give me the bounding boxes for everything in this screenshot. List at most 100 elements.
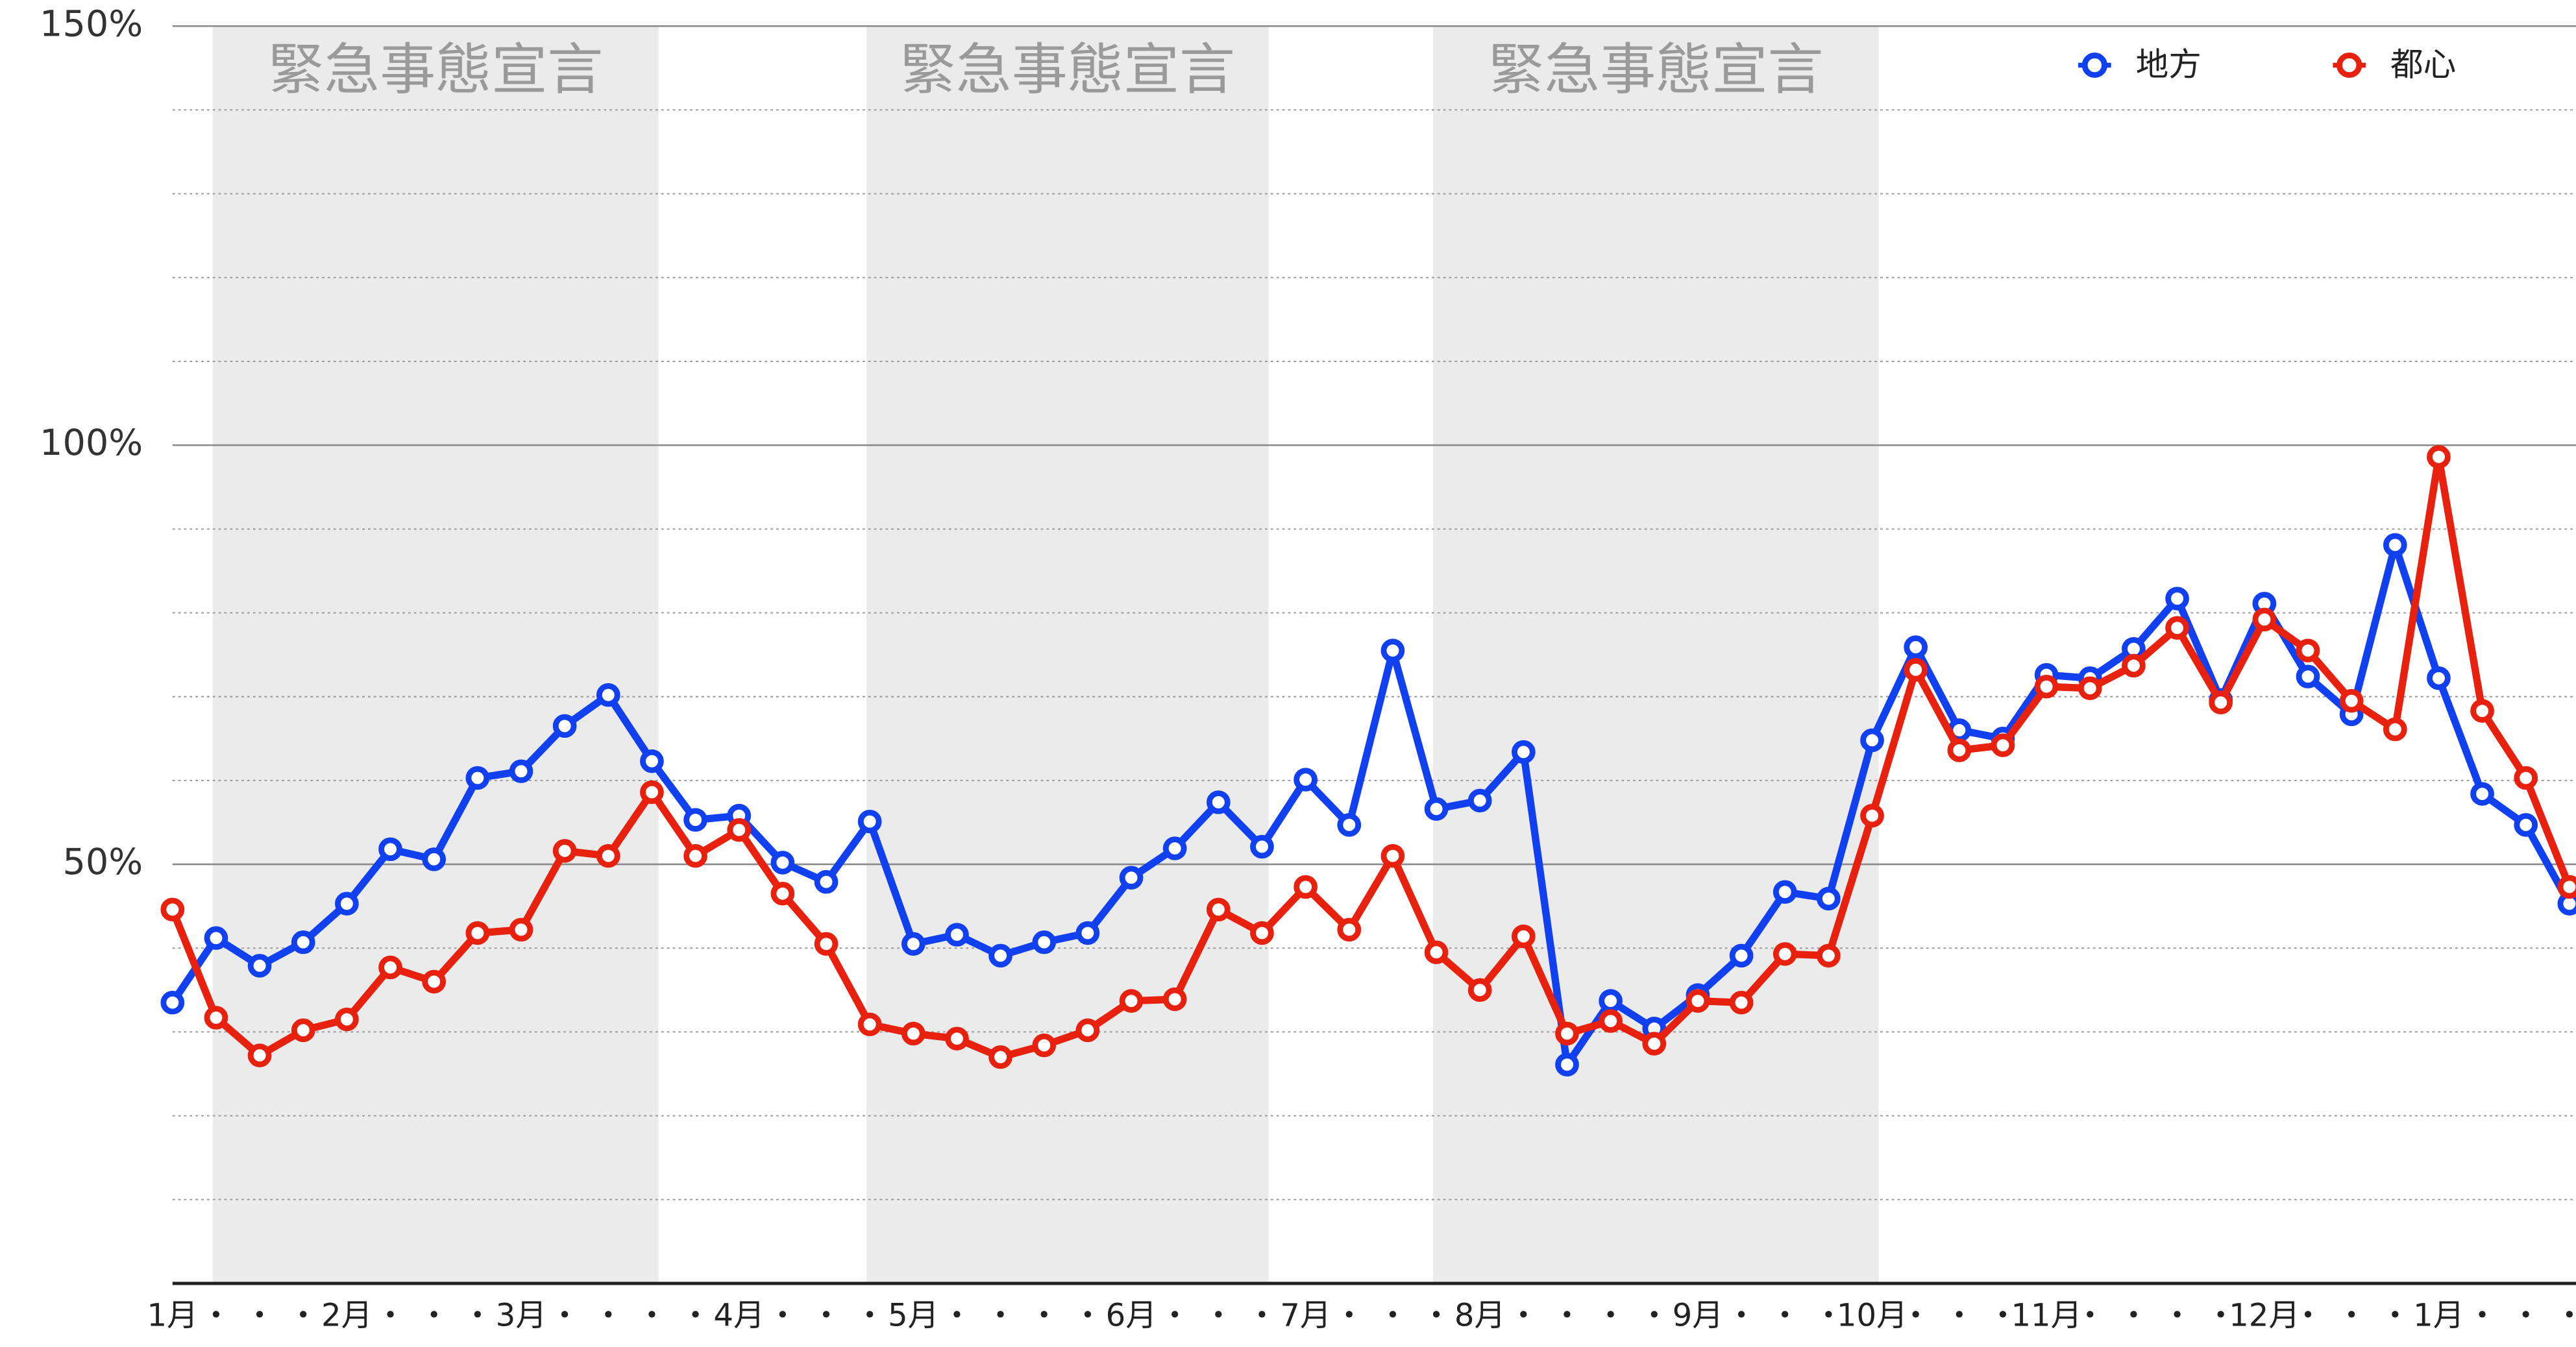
point <box>1817 943 1841 968</box>
x-tick-label: ・ <box>1029 1298 1060 1334</box>
point <box>1162 836 1187 860</box>
point <box>640 749 664 773</box>
point <box>1729 990 1754 1015</box>
point <box>2427 666 2451 690</box>
point <box>1773 880 1797 904</box>
point <box>2514 766 2538 790</box>
shaded-period <box>866 26 1269 1283</box>
point <box>1555 1021 1579 1046</box>
x-tick-label: 8月 <box>1454 1298 1506 1334</box>
point <box>465 921 490 945</box>
point <box>2252 607 2277 632</box>
point <box>1599 1009 1623 1033</box>
point <box>422 969 447 994</box>
point <box>2557 875 2576 899</box>
point <box>1773 942 1797 966</box>
point <box>1337 813 1362 837</box>
x-tick-label: ・ <box>1769 1298 1800 1334</box>
x-tick-label: ・ <box>767 1298 798 1334</box>
x-tick-label: ・ <box>1159 1298 1190 1334</box>
x-tick-label: ・ <box>1377 1298 1408 1334</box>
point <box>1947 738 1972 762</box>
x-tick-label: ・ <box>462 1298 493 1334</box>
point <box>1250 921 1274 945</box>
point <box>1904 635 1928 659</box>
x-tick-label: ・ <box>811 1298 842 1334</box>
x-tick-label: ・ <box>201 1298 232 1334</box>
point <box>1294 768 1318 792</box>
point <box>1337 917 1362 942</box>
point <box>945 1026 969 1050</box>
point <box>1380 638 1405 662</box>
x-tick-label: 12月 <box>2229 1298 2300 1334</box>
point <box>901 1021 926 1046</box>
point <box>2296 664 2320 688</box>
x-tick-label: 7月 <box>1280 1298 1331 1334</box>
x-tick-label: ・ <box>1639 1298 1670 1334</box>
point <box>1555 1052 1579 1077</box>
point <box>770 882 795 906</box>
x-tick-label: ・ <box>1246 1298 1277 1334</box>
y-tick-label: 100% <box>40 422 143 464</box>
x-tick-label: ・ <box>2074 1298 2105 1334</box>
point <box>1424 797 1449 821</box>
point <box>160 990 185 1015</box>
x-tick-label: 11月 <box>2011 1298 2081 1334</box>
x-tick-label: ・ <box>244 1298 275 1334</box>
x-tick-label: ・ <box>288 1298 319 1334</box>
x-tick-label: ・ <box>1726 1298 1757 1334</box>
x-tick-label: ・ <box>2292 1298 2324 1334</box>
point <box>770 851 795 875</box>
shaded-period <box>212 26 659 1283</box>
x-tick-label: ・ <box>1987 1298 2018 1334</box>
y-tick-label: 50% <box>62 841 143 883</box>
point <box>2339 688 2364 713</box>
point <box>247 1043 272 1067</box>
point <box>1467 978 1492 1002</box>
x-tick-label: ・ <box>1334 1298 1365 1334</box>
point <box>552 839 577 863</box>
point <box>857 1012 882 1037</box>
point <box>1860 728 1884 753</box>
x-tick-label: 9月 <box>1673 1298 1724 1334</box>
point <box>2078 676 2102 700</box>
point <box>2514 813 2538 837</box>
point <box>1119 866 1144 890</box>
x-tick-label: ・ <box>2467 1298 2498 1334</box>
x-tick-label: ・ <box>2162 1298 2193 1334</box>
point <box>378 955 402 980</box>
point <box>1511 740 1536 764</box>
point <box>1686 989 1710 1013</box>
x-tick-label: 6月 <box>1106 1298 1157 1334</box>
point <box>1032 930 1057 954</box>
point <box>2383 533 2407 557</box>
point <box>683 843 707 868</box>
point <box>509 917 534 942</box>
point <box>2034 674 2059 699</box>
x-tick-label: ・ <box>2510 1298 2542 1334</box>
point <box>814 869 839 894</box>
point <box>1206 790 1231 814</box>
point <box>1380 843 1405 868</box>
point <box>2165 616 2189 640</box>
x-tick-label: ・ <box>2118 1298 2149 1334</box>
x-tick-label: ・ <box>2554 1298 2576 1334</box>
x-tick-label: 5月 <box>888 1298 939 1334</box>
y-tick-label: 150% <box>40 3 143 45</box>
point <box>814 932 839 956</box>
point <box>1599 989 1623 1013</box>
x-tick-label: ・ <box>636 1298 667 1334</box>
x-tick-label: ・ <box>1813 1298 1844 1334</box>
point <box>1032 1033 1057 1058</box>
x-tick-label: ・ <box>2336 1298 2367 1334</box>
x-tick-label: 1月 <box>2413 1298 2464 1334</box>
point <box>378 837 402 862</box>
point <box>204 1006 228 1030</box>
point <box>335 1007 359 1032</box>
point <box>1729 943 1754 968</box>
x-tick-label: ・ <box>2205 1298 2237 1334</box>
x-tick-label: 3月 <box>496 1298 547 1334</box>
x-tick-label: ・ <box>1203 1298 1234 1334</box>
point <box>1162 987 1187 1012</box>
point <box>552 714 577 738</box>
